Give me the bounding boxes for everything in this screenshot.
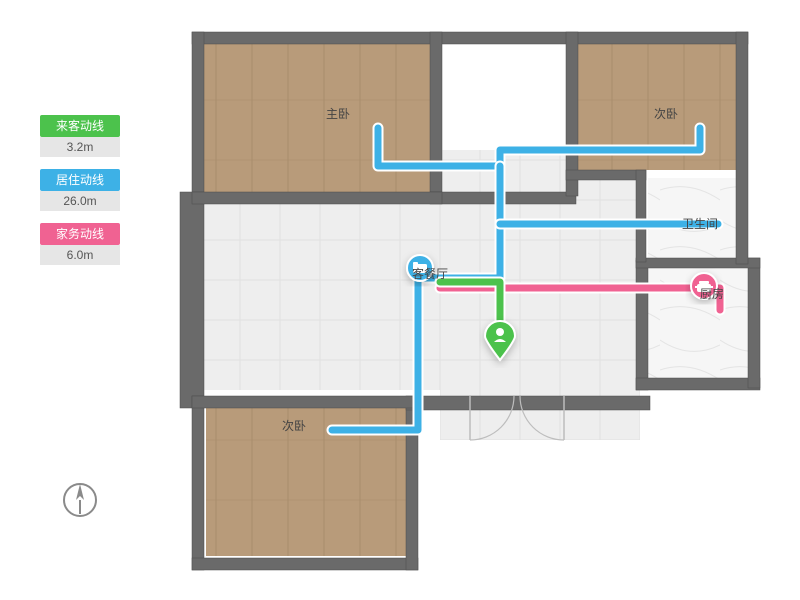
wall [636,170,646,262]
wall [192,32,204,204]
wall [736,32,748,264]
wall [192,192,442,204]
wall [192,396,204,570]
room-label-living: 客餐厅 [412,266,448,281]
room-label-master: 主卧 [326,107,350,121]
floor-plan: 主卧次卧卫生间厨房客餐厅次卧 [0,0,800,600]
wall [566,170,646,180]
wall [636,260,648,390]
wall [748,258,760,388]
room-label-kitchen: 厨房 [700,286,724,301]
wall [636,378,760,390]
wall [192,32,748,44]
wall [192,558,418,570]
wall [192,396,418,408]
room-label-sec_a: 次卧 [654,107,678,121]
room-label-bath: 卫生间 [682,217,718,231]
wall [180,192,204,408]
room-label-sec_b: 次卧 [282,419,306,433]
wall [406,396,650,410]
